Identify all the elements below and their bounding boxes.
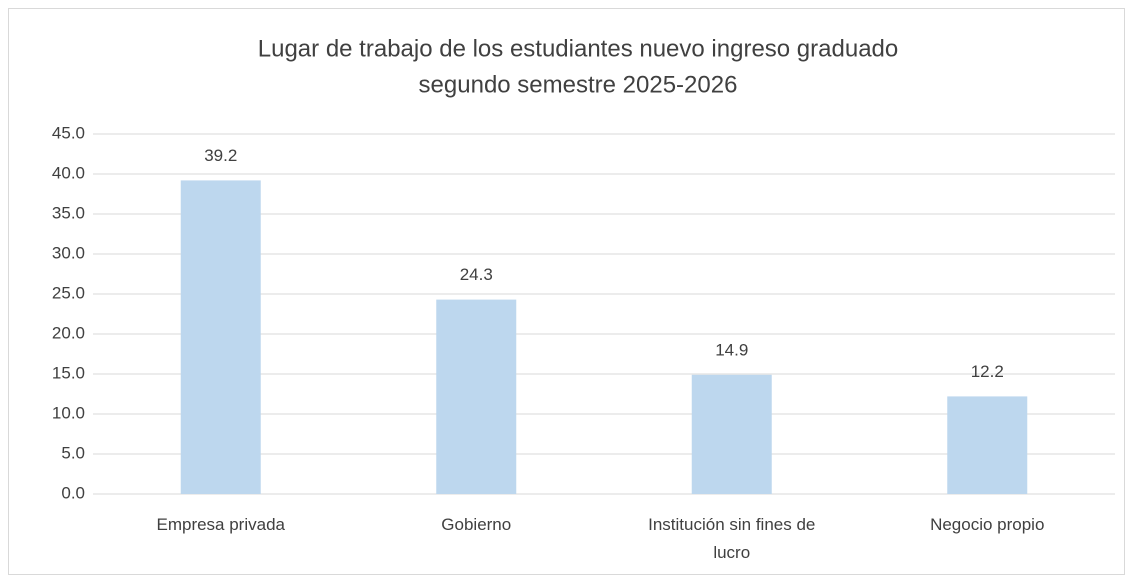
chart-title: Lugar de trabajo de los estudiantes nuev… (258, 35, 898, 62)
data-label: 14.9 (715, 340, 748, 359)
y-tick-label: 35.0 (52, 203, 85, 222)
data-label: 39.2 (204, 146, 237, 165)
y-tick-label: 10.0 (52, 403, 85, 422)
bar (691, 374, 772, 494)
x-tick-label: Institución sin fines de lucro (648, 515, 816, 562)
y-tick-label: 45.0 (52, 123, 85, 142)
bar (180, 180, 261, 494)
y-tick-label: 30.0 (52, 243, 85, 262)
chart-title: segundo semestre 2025-2026 (419, 71, 738, 98)
y-tick-label: 5.0 (61, 443, 85, 462)
bar (436, 299, 517, 494)
y-tick-label: 20.0 (52, 323, 85, 342)
y-tick-label: 40.0 (52, 163, 85, 182)
y-tick-label: 15.0 (52, 363, 85, 382)
x-tick-label: Negocio propio (930, 515, 1045, 534)
x-tick-label: Gobierno (441, 515, 512, 534)
data-label: 12.2 (971, 362, 1004, 381)
data-label: 24.3 (460, 265, 493, 284)
y-tick-label: 0.0 (61, 483, 85, 502)
x-tick-label: Empresa privada (156, 515, 285, 534)
bar (947, 396, 1028, 494)
y-tick-label: 25.0 (52, 283, 85, 302)
